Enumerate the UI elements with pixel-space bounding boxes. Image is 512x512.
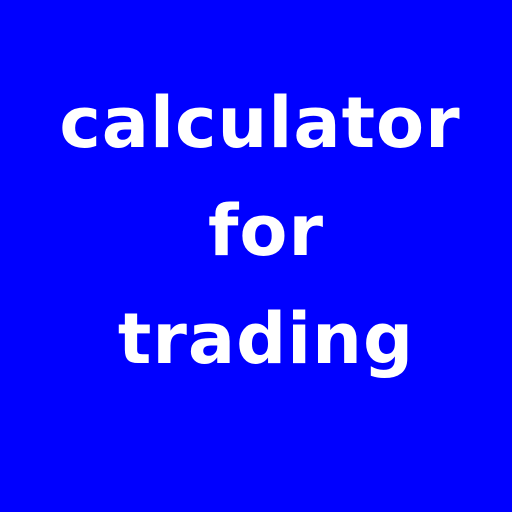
title-line-calculator: calculator xyxy=(59,82,461,164)
title-line-trading: trading xyxy=(117,298,415,380)
title-line-for: for xyxy=(207,190,325,272)
